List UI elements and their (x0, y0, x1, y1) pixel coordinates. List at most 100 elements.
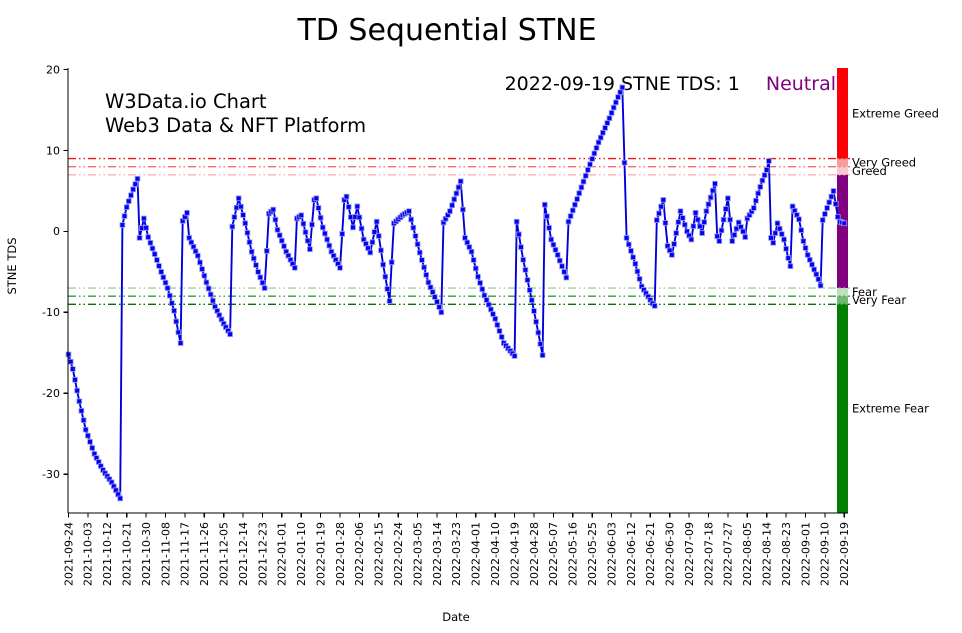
data-point (673, 230, 679, 236)
data-point (483, 297, 490, 303)
data-point (149, 245, 156, 252)
x-tick-label: 2022-04-19 (508, 522, 521, 586)
data-point (675, 219, 682, 225)
data-point (123, 204, 130, 211)
data-point (595, 139, 602, 146)
x-tick-label: 2022-02-24 (392, 522, 405, 586)
data-point (692, 209, 699, 216)
data-point (367, 249, 373, 256)
data-point (600, 129, 606, 136)
x-axis-label: Date (442, 610, 470, 624)
data-point (457, 178, 464, 185)
data-point (714, 233, 720, 240)
data-point (317, 214, 324, 221)
data-point (513, 218, 520, 225)
y-tick-label: -30 (42, 468, 60, 481)
data-point (130, 186, 136, 193)
data-point (76, 398, 83, 405)
data-point (735, 219, 742, 226)
data-point (772, 230, 779, 236)
x-tick-label: 2022-02-15 (373, 522, 386, 586)
data-point (210, 297, 216, 304)
data-point (559, 263, 565, 269)
data-point (126, 198, 132, 205)
data-point (651, 303, 658, 309)
data-point (757, 184, 764, 190)
data-point (516, 231, 522, 238)
data-point (238, 203, 244, 210)
data-point (158, 269, 165, 275)
data-point (255, 269, 261, 275)
x-tick-label: 2022-04-10 (489, 522, 502, 586)
x-tick-labels: 2021-09-24 2021-10-03 2021-10-12 2021-10-21… (62, 522, 851, 586)
data-point (554, 252, 561, 258)
data-point (679, 215, 686, 221)
data-point (617, 89, 623, 96)
data-point (546, 225, 552, 231)
data-point (671, 241, 677, 247)
data-point (783, 245, 789, 252)
data-point (567, 213, 574, 219)
data-point (272, 216, 279, 223)
data-point (447, 208, 453, 215)
data-point (431, 294, 438, 300)
data-point (350, 224, 356, 231)
data-point (358, 225, 365, 232)
data-point (813, 271, 820, 278)
data-point (677, 208, 684, 215)
x-tick-label: 2022-08-23 (780, 522, 793, 586)
data-point (141, 215, 147, 222)
data-point (429, 289, 436, 295)
data-point (807, 256, 813, 263)
data-point (261, 285, 268, 291)
zone-label-fear: Fear (852, 285, 877, 299)
colorbar-zone-very-greed (837, 158, 848, 167)
data-point (322, 230, 328, 237)
data-point (384, 286, 391, 292)
x-tick-label: 2022-05-25 (586, 522, 599, 586)
data-point (574, 196, 580, 202)
data-point (419, 257, 425, 263)
data-point (453, 190, 460, 197)
data-point (134, 175, 141, 182)
data-point (227, 331, 233, 337)
zone-label-extreme-greed: Extreme Greed (852, 106, 939, 120)
data-point (593, 145, 600, 151)
data-point (498, 334, 505, 340)
data-point (488, 306, 494, 313)
data-point (535, 329, 542, 336)
data-point (87, 438, 93, 445)
data-point (557, 257, 563, 264)
data-point (203, 279, 210, 286)
data-point (533, 318, 539, 325)
x-tick-label: 2022-05-07 (547, 522, 560, 586)
data-point (85, 432, 91, 439)
data-point (526, 287, 533, 293)
data-point (412, 233, 419, 239)
x-tick-label: 2022-01-28 (334, 522, 347, 586)
data-point (119, 222, 126, 228)
data-point (186, 235, 193, 241)
data-point (425, 279, 432, 286)
data-point (324, 236, 330, 243)
data-point (695, 216, 701, 223)
data-point (406, 208, 412, 215)
data-point (578, 184, 585, 191)
y-tick-label: 20 (46, 63, 60, 76)
data-point (494, 322, 501, 328)
x-tick-label: 2022-06-03 (605, 522, 618, 586)
x-tick-label: 2022-06-12 (625, 522, 638, 586)
data-point (171, 307, 177, 314)
data-point (524, 277, 531, 283)
data-point (132, 181, 139, 187)
data-point (606, 115, 613, 122)
data-point (716, 238, 723, 244)
data-point (703, 208, 710, 215)
data-point (585, 167, 591, 173)
data-point (731, 232, 738, 238)
data-point (561, 269, 567, 275)
x-tick-label: 2021-11-08 (159, 522, 172, 586)
data-point (580, 178, 587, 185)
y-tick-label: 10 (46, 144, 60, 157)
